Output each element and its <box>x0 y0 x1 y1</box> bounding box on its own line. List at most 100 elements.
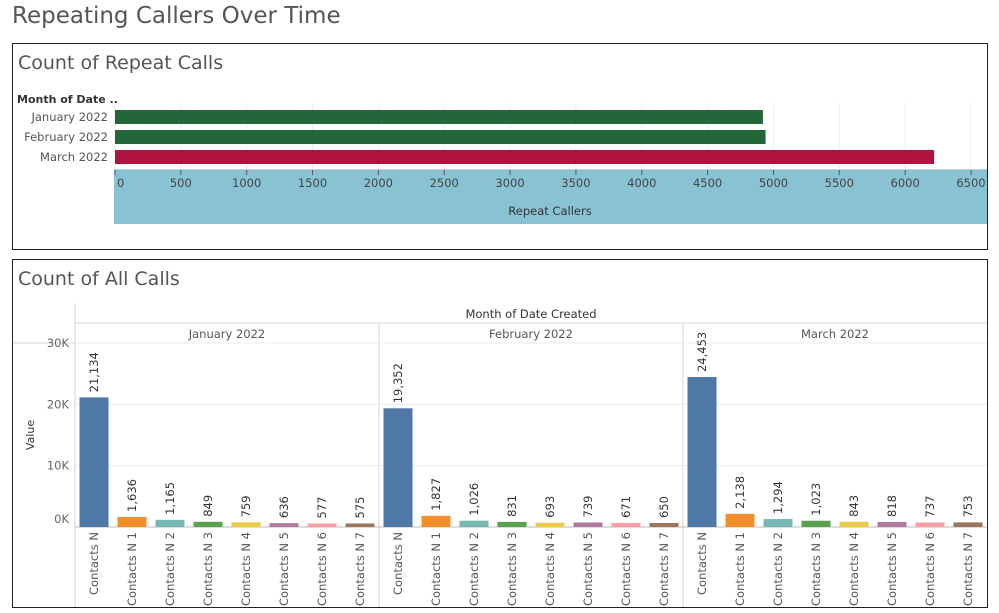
y-tick-label: 30K <box>47 336 70 350</box>
data-label: 693 <box>543 496 557 518</box>
bar <box>383 408 413 527</box>
y-tick-label: 10K <box>47 459 70 473</box>
bar <box>79 397 109 527</box>
bar <box>155 519 185 527</box>
bar <box>117 516 147 527</box>
bar <box>687 377 717 527</box>
bar <box>459 520 489 527</box>
x-tick-label: 1500 <box>298 176 327 190</box>
data-label: 739 <box>581 496 595 518</box>
row-label: January 2022 <box>30 110 108 124</box>
dashboard-title: Repeating Callers Over Time <box>12 3 341 29</box>
x-tick-label: 3000 <box>495 176 524 190</box>
x-tick-label: Contacts N <box>695 532 709 595</box>
x-tick-label: Contacts N <box>87 532 101 595</box>
bar <box>269 523 299 527</box>
y-tick-label: 20K <box>47 397 70 411</box>
data-label: 24,453 <box>695 332 709 372</box>
x-tick-label: 6500 <box>956 176 985 190</box>
x-tick-label: 500 <box>170 176 192 190</box>
data-label: 21,134 <box>87 352 101 392</box>
x-tick-label: 5500 <box>825 176 854 190</box>
repeat-calls-panel: Count of Repeat Calls Month of Date .. Ja… <box>12 43 988 250</box>
bar <box>953 522 983 527</box>
data-label: 1,026 <box>467 483 481 516</box>
bar <box>649 523 679 527</box>
bar <box>725 513 755 527</box>
repeat-calls-chart: Month of Date .. January 2022 February 202… <box>17 93 987 224</box>
x-tick-label: Contacts N 1 <box>733 532 747 606</box>
data-label: 1,636 <box>125 479 139 512</box>
x-tick-label: Contacts N 4 <box>239 532 253 606</box>
row-header: Month of Date .. <box>17 93 118 106</box>
data-label: 636 <box>277 496 291 518</box>
row-label: February 2022 <box>24 130 108 144</box>
data-label: 849 <box>201 495 215 517</box>
x-tick-label: Contacts N 3 <box>201 532 215 606</box>
x-tick-label: Contacts N 4 <box>543 532 557 606</box>
y-axis-title: Value <box>24 420 37 450</box>
bar <box>839 521 869 527</box>
data-label: 19,352 <box>391 363 405 403</box>
bar <box>535 522 565 527</box>
x-axis-title: Repeat Callers <box>508 204 591 218</box>
x-tick-label: 1000 <box>232 176 261 190</box>
bar <box>115 150 935 164</box>
data-label: 818 <box>885 495 899 517</box>
panel-label: February 2022 <box>489 327 573 341</box>
x-tick-label: 2500 <box>430 176 459 190</box>
bar <box>115 110 763 124</box>
bar <box>611 522 641 527</box>
x-tick-label: Contacts N 1 <box>125 532 139 606</box>
bar <box>345 523 375 527</box>
data-label: 577 <box>315 497 329 519</box>
x-tick-label: Contacts N 6 <box>315 532 329 606</box>
bar <box>497 521 527 527</box>
bar <box>763 519 793 527</box>
column-header: Month of Date Created <box>465 307 596 321</box>
x-tick-label: 4000 <box>627 176 656 190</box>
data-label: 759 <box>239 495 253 517</box>
x-tick-label: 5000 <box>759 176 788 190</box>
y-tick-label: 0K <box>54 512 69 526</box>
x-tick-label: Contacts N 5 <box>581 532 595 606</box>
bar <box>421 515 451 527</box>
x-tick-label: Contacts N 4 <box>847 532 861 606</box>
data-label: 1,827 <box>429 478 443 511</box>
x-tick-label: Contacts N 6 <box>619 532 633 606</box>
row-label: March 2022 <box>40 150 108 164</box>
data-label: 1,023 <box>809 483 823 516</box>
bar <box>193 521 223 527</box>
data-label: 1,294 <box>771 481 785 514</box>
x-tick-label: Contacts N 3 <box>505 532 519 606</box>
data-label: 650 <box>657 496 671 518</box>
x-tick-label: 6000 <box>891 176 920 190</box>
x-tick-label: 2000 <box>364 176 393 190</box>
data-label: 2,138 <box>733 476 747 509</box>
all-calls-panel: Count of All Calls Month of Date Created… <box>12 259 988 608</box>
data-label: 671 <box>619 496 633 518</box>
data-label: 843 <box>847 495 861 517</box>
bar <box>573 522 603 527</box>
x-tick-label: Contacts N 2 <box>771 532 785 606</box>
x-tick-label: Contacts N 1 <box>429 532 443 606</box>
x-tick-label: Contacts N <box>391 532 405 595</box>
x-tick-label: Contacts N 7 <box>353 532 367 606</box>
x-tick-label: Contacts N 2 <box>163 532 177 606</box>
bar <box>115 130 766 144</box>
x-tick-label: Contacts N 7 <box>657 532 671 606</box>
x-axis-band <box>114 170 987 224</box>
x-tick-label: Contacts N 6 <box>923 532 937 606</box>
data-label: 831 <box>505 495 519 517</box>
bar <box>307 523 337 527</box>
x-tick-label: 4500 <box>693 176 722 190</box>
all-calls-chart: Month of Date Created 0K 10K 20K 30K Value Jan… <box>13 303 987 607</box>
panel-label: January 2022 <box>188 327 266 341</box>
x-tick-label: Contacts N 7 <box>961 532 975 606</box>
bar <box>801 520 831 527</box>
x-tick-label: Contacts N 3 <box>809 532 823 606</box>
data-label: 753 <box>961 495 975 517</box>
repeat-calls-title: Count of Repeat Calls <box>18 52 224 74</box>
panel-label: March 2022 <box>801 327 869 341</box>
x-tick-label: Contacts N 5 <box>277 532 291 606</box>
